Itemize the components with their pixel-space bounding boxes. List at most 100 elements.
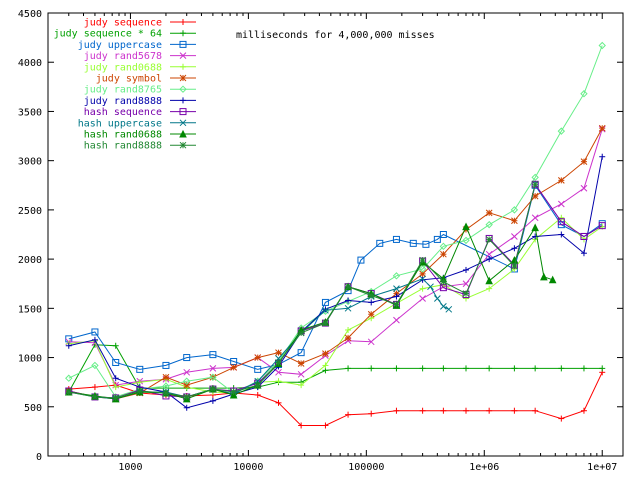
data-point-judy-sequence: [298, 422, 305, 429]
series-line-hash-sequence: [68, 183, 603, 399]
data-point-hash-rand8888: [531, 180, 539, 188]
data-point-judy-rand8888: [486, 256, 493, 263]
data-point-judy-sequence-64: [368, 365, 375, 372]
data-point-hash-rand8888: [65, 388, 73, 396]
data-point-judy-sequence: [511, 407, 518, 414]
data-point-judy-rand8888: [209, 397, 216, 404]
data-point-judy-rand8888: [463, 266, 470, 273]
data-point-hash-rand8888: [275, 359, 282, 366]
data-point-judy-rand8765: [462, 236, 470, 245]
data-point-judy-sequence-64: [345, 365, 352, 372]
data-point-hash-uppercase: [433, 295, 441, 302]
legend-marker-judy-rand5678: [179, 52, 187, 59]
data-point-judy-rand0688: [298, 382, 305, 389]
data-point-hash-sequence: [580, 232, 588, 240]
data-point-judy-sequence-64: [440, 365, 447, 372]
legend-label-hash-sequence: hash sequence: [84, 107, 162, 118]
legend-label-judy-rand0688: judy rand0688: [84, 62, 162, 73]
data-point-hash-rand8888: [297, 329, 305, 337]
data-point-judy-rand0688: [275, 378, 282, 385]
data-point-judy-rand5678: [511, 233, 518, 240]
data-point-judy-sequence: [440, 407, 447, 414]
series-line-judy-uppercase: [68, 184, 603, 370]
data-point-judy-symbol: [275, 349, 282, 356]
data-point-judy-rand8888: [599, 153, 606, 160]
data-point-judy-rand0688: [486, 285, 493, 292]
data-point-judy-rand5678: [462, 280, 470, 288]
data-point-judy-sequence: [532, 407, 539, 414]
data-point-hash-rand8888: [367, 292, 375, 299]
legend-label-judy-rand8888: judy rand8888: [84, 96, 162, 107]
data-point-hash-rand8888: [419, 256, 426, 264]
data-point-judy-rand0688: [322, 362, 329, 369]
y-tick-label: 4000: [18, 58, 42, 69]
data-point-judy-rand8888: [91, 336, 98, 343]
legend-label-hash-rand0688: hash rand0688: [84, 130, 162, 141]
data-point-judy-symbol: [322, 350, 329, 357]
data-point-judy-rand8888: [65, 342, 72, 349]
data-point-judy-rand8765: [209, 373, 217, 381]
data-point-judy-rand5678: [419, 295, 426, 302]
data-point-judy-symbol: [557, 177, 565, 184]
data-point-judy-sequence: [486, 407, 493, 414]
data-point-judy-rand8888: [183, 404, 190, 411]
data-point-judy-rand0688: [419, 285, 426, 292]
x-tick-label: 1000: [118, 462, 142, 473]
data-point-judy-rand8888: [511, 245, 518, 252]
data-point-judy-rand0688: [112, 384, 119, 391]
data-point-hash-rand0688: [531, 223, 539, 232]
y-tick-label: 3500: [18, 107, 42, 118]
legend-marker-hash-uppercase: [179, 119, 187, 127]
data-point-judy-symbol: [440, 250, 447, 258]
data-point-judy-sequence-64: [112, 342, 119, 349]
data-point-judy-sequence: [393, 407, 400, 414]
data-point-judy-sequence-64: [393, 365, 400, 372]
data-point-judy-rand8888: [112, 375, 119, 382]
legend-label-judy-sequence: judy sequence: [84, 18, 162, 29]
data-point-judy-symbol: [162, 373, 170, 381]
data-point-hash-uppercase: [322, 306, 329, 314]
data-point-judy-symbol: [598, 124, 606, 132]
data-point-judy-sequence: [368, 410, 375, 417]
data-point-judy-rand5678: [531, 214, 539, 222]
data-point-judy-symbol: [511, 217, 518, 225]
data-point-judy-rand5678: [209, 365, 217, 372]
data-point-hash-rand8888: [485, 236, 493, 243]
legend-label-hash-rand8888: hash rand8888: [84, 141, 162, 152]
legend-label-judy-rand8765: judy rand8765: [84, 85, 162, 96]
data-point-judy-symbol: [485, 209, 493, 217]
data-point-judy-symbol: [254, 354, 262, 361]
data-point-judy-uppercase: [409, 239, 417, 247]
series-line-judy-rand8888: [68, 156, 603, 409]
data-point-judy-rand8888: [322, 306, 329, 313]
data-point-hash-rand8888: [344, 283, 352, 291]
data-point-judy-rand5678: [557, 200, 565, 208]
series-group: [64, 41, 606, 429]
data-point-judy-rand5678: [297, 370, 305, 378]
legend-marker-hash-rand0688: [179, 129, 187, 138]
plot-frame: [47, 12, 624, 457]
data-point-judy-symbol: [344, 334, 352, 342]
data-point-judy-sequence: [463, 407, 470, 414]
legend-marker-judy-rand8888: [180, 97, 186, 104]
data-point-hash-rand8888: [254, 381, 262, 389]
data-point-hash-rand8888: [462, 290, 470, 297]
data-point-judy-sequence-64: [580, 365, 587, 372]
data-point-judy-rand8765: [485, 220, 493, 229]
data-point-judy-uppercase: [112, 358, 120, 366]
data-point-judy-uppercase: [254, 365, 262, 373]
data-point-judy-rand5678: [485, 250, 493, 258]
data-point-judy-sequence-64: [463, 365, 470, 372]
data-point-judy-symbol: [367, 310, 375, 318]
x-tick-label: 1e+06: [469, 462, 499, 473]
data-point-hash-sequence: [557, 218, 565, 226]
data-point-hash-uppercase: [427, 283, 434, 291]
data-point-hash-rand8888: [112, 394, 120, 402]
data-point-judy-rand8888: [393, 293, 400, 300]
data-point-hash-uppercase: [344, 304, 352, 312]
data-point-judy-sequence: [322, 422, 329, 429]
y-tick-label: 500: [24, 403, 42, 414]
data-point-judy-symbol: [297, 360, 305, 367]
